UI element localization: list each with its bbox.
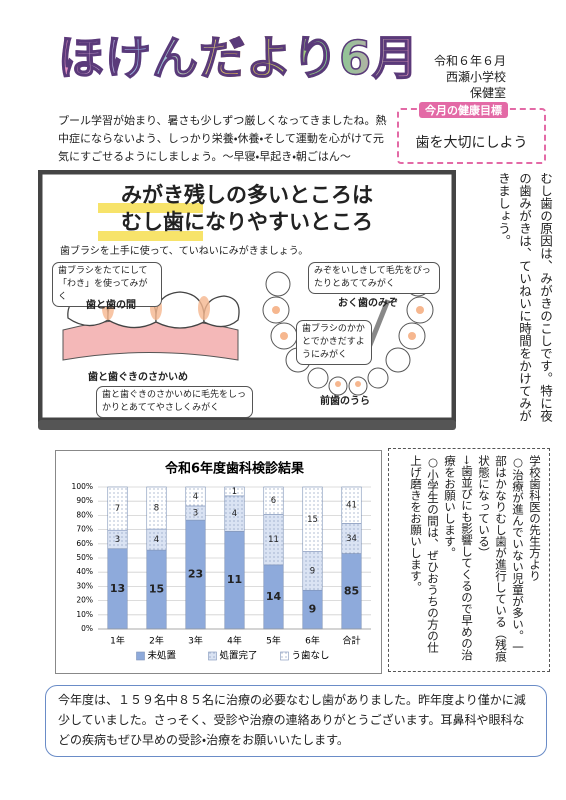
y-tick-label: 10% (76, 610, 93, 619)
y-tick-label: 100% (72, 482, 93, 491)
y-tick-label: 70% (76, 525, 93, 534)
data-label: 9 (310, 566, 315, 576)
school-name: 西瀬小学校 (445, 70, 506, 84)
tip: 歯と歯ぐきのさかいめに毛先をしっかりとあててやさしくみがく (96, 386, 253, 418)
legend-label: 処置完了 (220, 650, 258, 662)
data-label: 85 (344, 584, 359, 597)
x-tick-label: 6年 (305, 635, 320, 647)
y-tick-label: 40% (76, 567, 93, 576)
highlight (98, 231, 203, 241)
chart: 令和6年度歯科検診結果 0% 10% 20% 30% 40% 50% 60% 70% 80% 90%… (72, 461, 371, 662)
legend-label: 未処置 (148, 650, 177, 662)
data-label: 15 (149, 583, 164, 596)
y-tick-label: 60% (76, 539, 93, 548)
goal-label: 今月の健康目標 (419, 102, 508, 118)
data-label: 1 (232, 487, 237, 497)
bar-segment (341, 486, 362, 524)
highlight (98, 203, 203, 213)
office-name: 保健室 (469, 86, 506, 100)
y-tick-label: 50% (76, 553, 93, 562)
goal-box: 今月の健康目標 歯を大切にしよう (397, 102, 546, 164)
x-tick-label: 4年 (227, 635, 242, 647)
bar-segment (263, 486, 284, 515)
data-label: 13 (110, 582, 125, 595)
data-label: 4 (154, 535, 159, 545)
doctor-point: ○治療が進んでいない児童が多い。一部はかなりむし歯が進行している（残痕状態になっ… (477, 455, 525, 662)
data-label: 34 (346, 534, 357, 544)
y-tick-label: 0% (81, 624, 93, 633)
bar-segment (107, 486, 128, 531)
y-tick-label: 80% (76, 510, 93, 519)
plaque-spots (102, 296, 210, 320)
footer-note: 今年度は、１５９名中８５名に治療の必要なむし歯がありました。昨年度より僅かに減少… (45, 685, 547, 757)
data-label: 4 (232, 509, 237, 519)
newsletter-title: ほけんだより6月 (57, 22, 419, 88)
doctor-point: ○小学生の間は、ぜひおうちの方の仕上げ磨きをお願いします。 (409, 455, 440, 653)
data-label: 9 (309, 603, 317, 616)
issue-date: 令和６年６月 (433, 54, 506, 68)
spot-label: 歯と歯の間 (86, 300, 136, 311)
poster-heading: みがき残しの多いところは むし歯になりやすいところ (38, 182, 456, 236)
data-label: 23 (188, 568, 203, 581)
spot-label: 前歯のうら (320, 396, 370, 407)
doctor-note-box: 学校歯科医の先生方より ○治療が進んでいない児童が多い。一部はかなりむし歯が進行… (388, 448, 550, 672)
data-label: 6 (271, 496, 276, 506)
y-tick-label: 90% (76, 496, 93, 505)
heading-line: むし歯になりやすいところ (121, 210, 373, 234)
goal-text: 歯を大切にしよう (415, 135, 528, 151)
groove-marks (272, 306, 424, 387)
poster-roller (38, 420, 456, 430)
y-tick-label: 20% (76, 596, 93, 605)
spot-label: 歯と歯ぐきのさかいめ (88, 372, 188, 383)
heading-line: みがき残しの多いところは (121, 183, 373, 207)
legend-label: う歯なし (292, 651, 330, 662)
spot-label: おく歯のみぞ (338, 298, 398, 309)
doctor-point: →歯並びにも影響してくるので早めの治療をお願いします。 (443, 455, 474, 661)
side-note: むし歯の原因は、みがきのこしです。特に夜の歯みがきは、ていねいに時間をかけてみが… (496, 172, 553, 422)
legend-swatch (208, 651, 217, 661)
chart-title: 令和6年度歯科検診結果 (165, 461, 304, 477)
bar-segment (302, 486, 323, 552)
poster: みがき残しの多いところは むし歯になりやすいところ 歯ブラシを上手に使って、てい… (38, 170, 456, 442)
legend-swatch (136, 651, 145, 661)
legend-swatch (280, 651, 289, 661)
x-tick-label: 2年 (149, 635, 164, 647)
doctor-note: 学校歯科医の先生方より ○治療が進んでいない児童が多い。一部はかなりむし歯が進行… (407, 455, 543, 663)
data-label: 4 (193, 492, 198, 502)
chart-box: 令和6年度歯科検診結果 0% 10% 20% 30% 40% 50% 60% 70% 80% 90%… (55, 450, 382, 674)
data-label: 15 (307, 515, 318, 525)
x-tick-label: 合計 (342, 635, 360, 647)
data-label: 3 (115, 535, 120, 545)
tip: みぞをいしきして毛先をぴったりとあててみがく (308, 262, 440, 294)
instruction: 歯ブラシを上手に使って、ていねいにみがきましょう。 (60, 246, 309, 257)
data-label: 41 (346, 501, 357, 511)
bar-segment (224, 486, 245, 497)
data-label: 14 (266, 590, 282, 603)
y-tick-label: 30% (76, 581, 93, 590)
data-label: 8 (154, 504, 159, 514)
tip: 歯ブラシのかかとでかきだすようにみがく (296, 320, 372, 365)
x-tick-label: 3年 (188, 635, 203, 647)
tip: 歯ブラシをたてにして「わき」を使ってみがく (52, 262, 162, 307)
data-label: 11 (227, 573, 242, 586)
bar-segment (146, 486, 167, 530)
data-label: 7 (115, 504, 120, 514)
x-tick-label: 1年 (110, 635, 125, 647)
data-label: 11 (268, 535, 279, 545)
data-label: 3 (193, 509, 198, 519)
x-tick-label: 5年 (266, 635, 281, 647)
intro-text: プール学習が始まり、暑さも少しずつ厳しくなってきましたね。熱中症にならないよう、… (58, 114, 387, 163)
doctor-heading: 学校歯科医の先生方より (528, 455, 542, 582)
bar-segment (185, 486, 206, 507)
